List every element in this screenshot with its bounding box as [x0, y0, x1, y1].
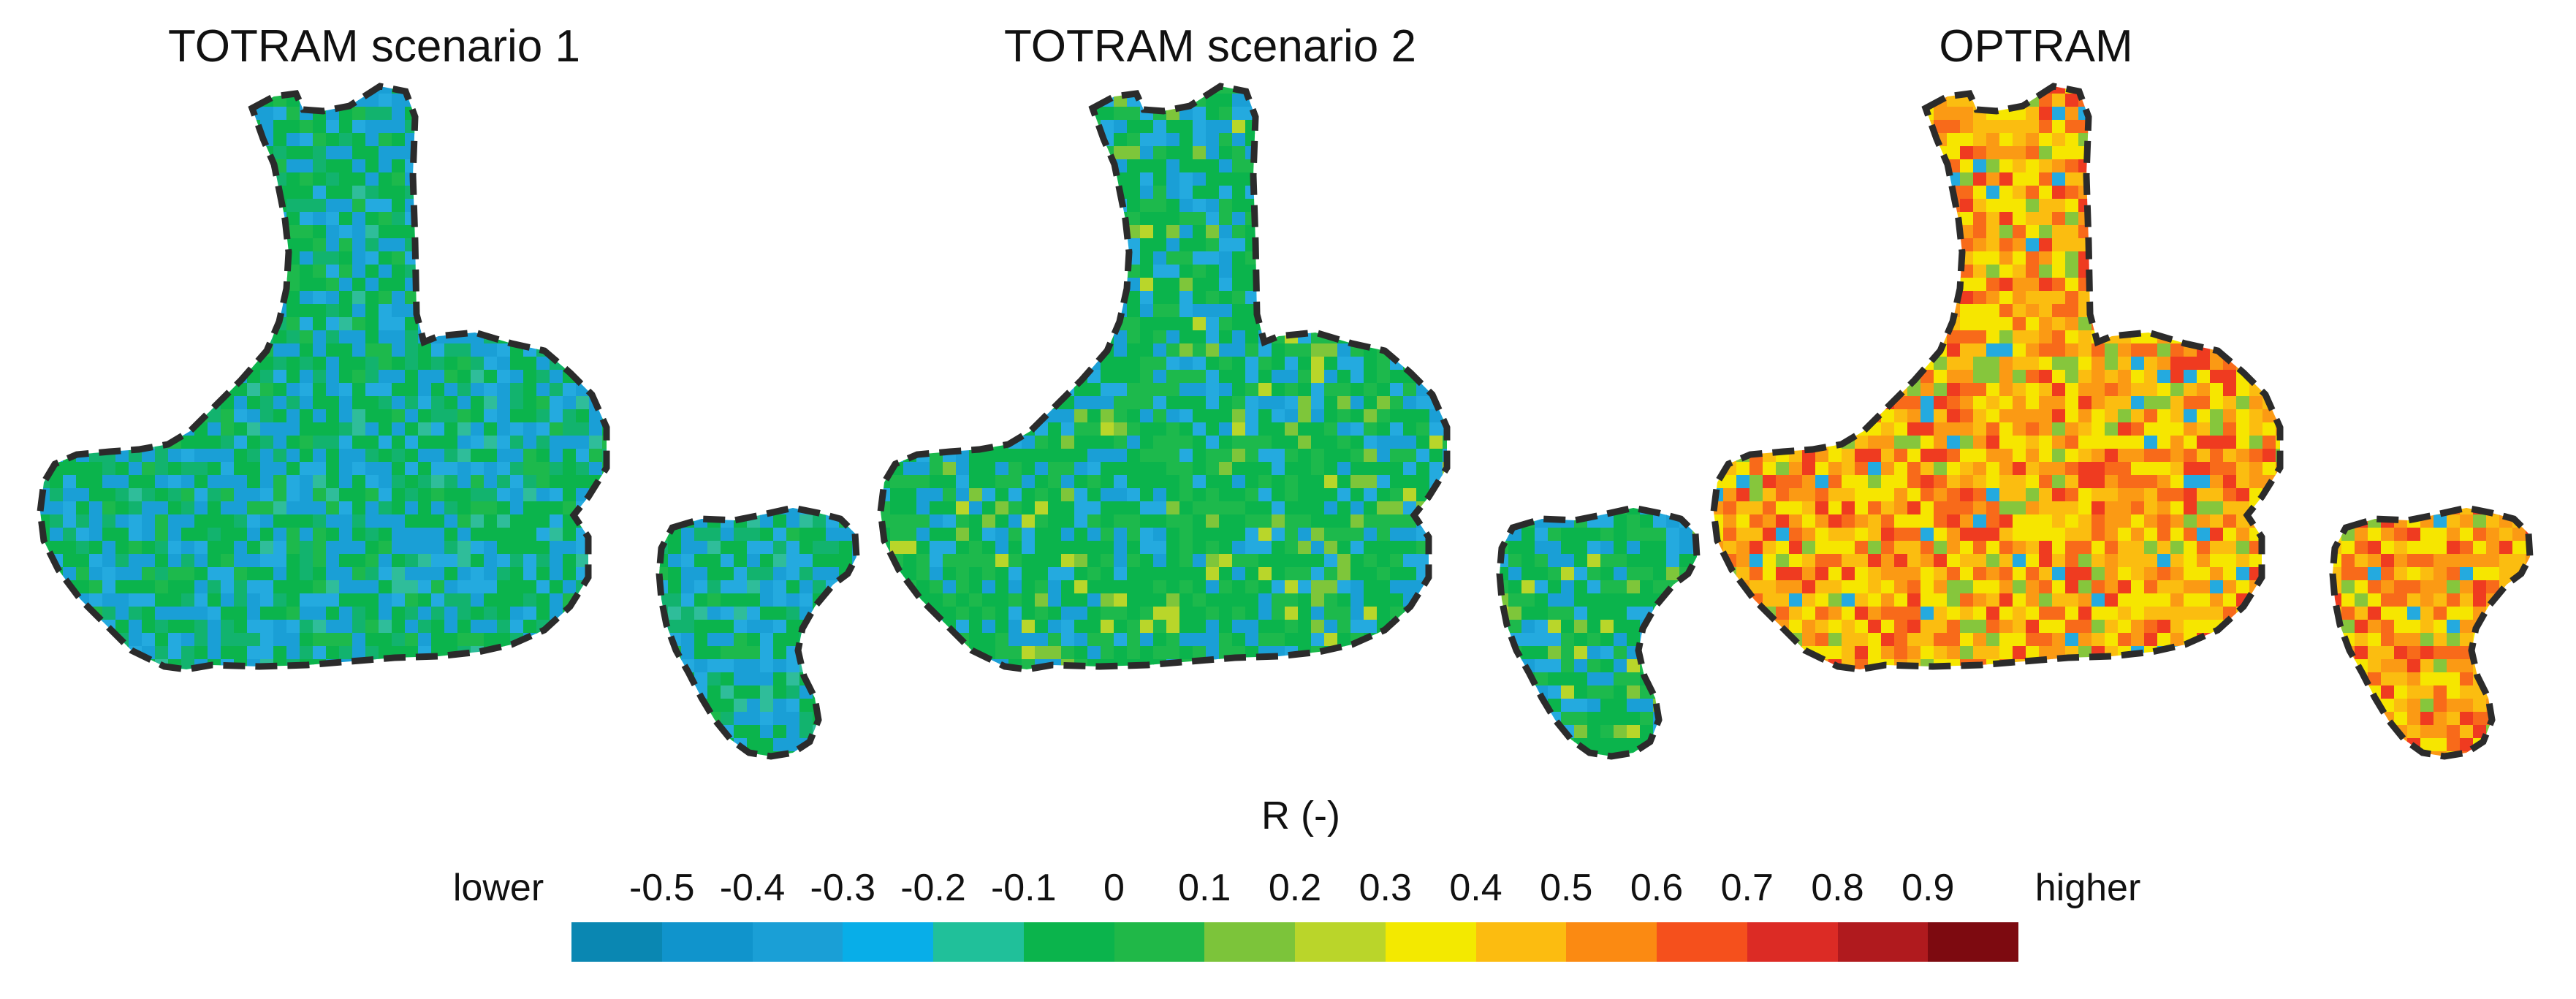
- colorbar-swatch: [1023, 922, 1114, 962]
- colorbar-labels: lower -0.5 -0.4 -0.3 -0.2 -0.1 0 0.1 0.2 0.3 0.4 0.…: [0, 866, 2576, 917]
- colorbar: [571, 922, 2018, 962]
- colorbar-title: R (-): [1261, 794, 1340, 837]
- map-panel-optram: [1710, 80, 2539, 765]
- colorbar-swatch: [843, 922, 933, 962]
- colorbar-swatch: [1566, 922, 1657, 962]
- colorbar-label: higher: [2034, 867, 2141, 909]
- panel-title-optram: OPTRAM: [1939, 21, 2133, 72]
- map-panel-totram-2: [877, 80, 1706, 765]
- colorbar-label: lower: [452, 867, 544, 909]
- colorbar-swatch: [1747, 922, 1838, 962]
- colorbar-swatch: [1837, 922, 1929, 962]
- colorbar-label: 0.3: [1359, 867, 1412, 909]
- colorbar-label: -0.3: [810, 867, 876, 909]
- colorbar-swatch: [1385, 922, 1476, 962]
- colorbar-label: -0.1: [990, 867, 1057, 909]
- colorbar-label: 0.6: [1630, 867, 1684, 909]
- colorbar-label: 0.4: [1449, 867, 1502, 909]
- colorbar-label: 0.9: [1901, 867, 1955, 909]
- colorbar-label: 0.2: [1268, 867, 1322, 909]
- colorbar-swatch: [1657, 922, 1747, 962]
- panel-title-totram-2: TOTRAM scenario 2: [1004, 21, 1416, 72]
- colorbar-label: 0.1: [1178, 867, 1231, 909]
- map-panels: [0, 0, 2576, 789]
- colorbar-label: 0.5: [1540, 867, 1593, 909]
- colorbar-swatch: [1114, 922, 1205, 962]
- colorbar-swatch: [933, 922, 1024, 962]
- colorbar-swatch: [661, 922, 753, 962]
- colorbar-swatch: [1204, 922, 1295, 962]
- colorbar-swatch: [571, 922, 662, 962]
- colorbar-swatch: [752, 922, 843, 962]
- colorbar-swatch: [1928, 922, 2018, 962]
- colorbar-label: 0.7: [1720, 867, 1774, 909]
- colorbar-label: -0.2: [900, 867, 966, 909]
- panel-title-totram-1: TOTRAM scenario 1: [168, 21, 580, 72]
- colorbar-label: -0.5: [628, 867, 695, 909]
- colorbar-label: 0: [1103, 867, 1125, 909]
- colorbar-label: -0.4: [719, 867, 786, 909]
- map-panel-totram-1: [37, 80, 866, 765]
- colorbar-swatch: [1295, 922, 1386, 962]
- colorbar-label: 0.8: [1811, 867, 1864, 909]
- colorbar-swatch: [1475, 922, 1567, 962]
